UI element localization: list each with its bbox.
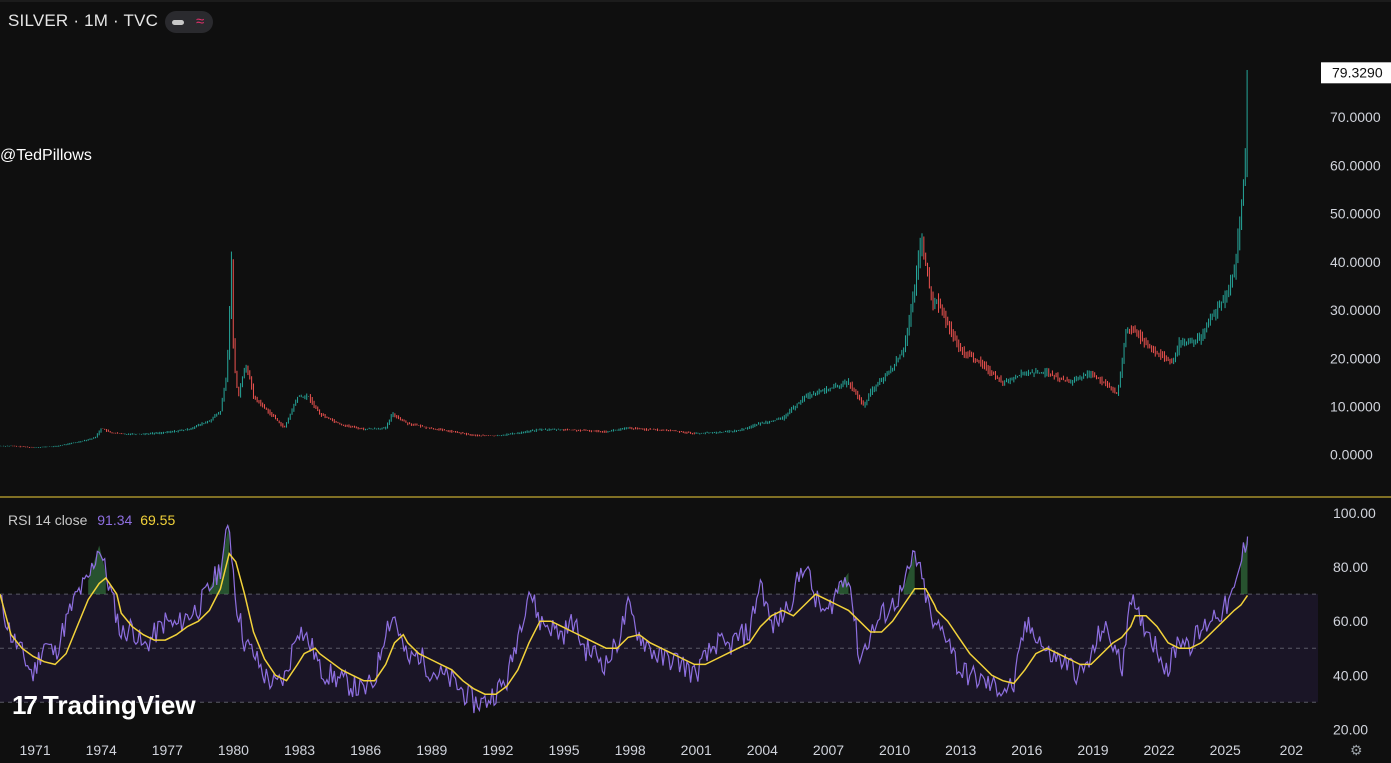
rsi-line [0, 523, 1249, 714]
last-price-label: 79.3290 [1332, 64, 1383, 80]
tradingview-logo-text: TradingView [42, 690, 196, 720]
tradingview-logo-icon: 17 [12, 690, 38, 720]
price-tick-label: 50.0000 [1330, 206, 1381, 222]
rsi-overbought-fill [837, 572, 849, 595]
time-tick-label: 2013 [945, 742, 976, 758]
rsi-ma-line [0, 551, 1249, 695]
rsi-tick-label: 40.00 [1333, 667, 1368, 683]
chart-title: SILVER · 1M · TVC [8, 11, 159, 30]
time-tick-label: 2016 [1011, 742, 1042, 758]
time-tick-label: 1995 [548, 742, 579, 758]
time-tick-label: 1983 [284, 742, 315, 758]
time-tick-label: 2010 [879, 742, 910, 758]
rsi-value: 91.34 [97, 512, 133, 528]
rsi-tick-label: 80.00 [1333, 559, 1368, 575]
time-tick-label: 1986 [350, 742, 381, 758]
rsi-tick-label: 20.00 [1333, 721, 1368, 737]
time-tick-label: 202 [1280, 742, 1304, 758]
price-tick-label: 0.0000 [1330, 447, 1373, 463]
time-tick-label: 2025 [1210, 742, 1241, 758]
time-tick-label: 1977 [152, 742, 183, 758]
wave-icon: ≈ [196, 13, 205, 30]
price-candles [0, 69, 1248, 449]
rsi-legend-title: RSI 14 close [8, 512, 88, 528]
rsi-ma-value: 69.55 [140, 512, 176, 528]
settings-icon[interactable]: ⚙ [1350, 742, 1363, 758]
rsi-tick-label: 100.00 [1333, 505, 1376, 521]
price-tick-label: 20.0000 [1330, 350, 1381, 366]
tradingview-logo[interactable]: 17 TradingView [12, 690, 196, 721]
time-tick-label: 2001 [681, 742, 712, 758]
rsi-pane: 20.00 40.00 60.00 80.00 100.00 [0, 505, 1376, 737]
rsi-tick-label: 60.00 [1333, 613, 1368, 629]
price-tick-label: 60.0000 [1330, 157, 1381, 173]
price-tick-label: 70.0000 [1330, 109, 1381, 125]
time-tick-label: 2019 [1077, 742, 1108, 758]
last-price-box [1321, 62, 1391, 84]
time-tick-label: 1992 [482, 742, 513, 758]
time-tick-label: 1989 [416, 742, 447, 758]
time-axis: 1971 1974 1977 1980 1983 1986 1989 1992 1995 1998… [19, 742, 1303, 758]
price-tick-label: 40.0000 [1330, 254, 1381, 270]
rsi-legend[interactable]: RSI 14 close 91.34 69.55 [8, 512, 175, 528]
line-style-icon [172, 19, 184, 25]
time-tick-label: 1980 [218, 742, 249, 758]
rsi-overbought-fill [209, 523, 230, 595]
author-watermark: @TedPillows [0, 147, 92, 164]
price-axis: 0.0000 10.0000 20.0000 30.0000 40.0000 50.000… [1321, 62, 1391, 463]
time-tick-label: 1974 [86, 742, 117, 758]
price-tick-label: 10.0000 [1330, 398, 1381, 414]
time-tick-label: 1998 [615, 742, 646, 758]
price-tick-label: 30.0000 [1330, 302, 1381, 318]
indicator-toggle[interactable]: ≈ [165, 11, 213, 33]
rsi-overbought-fill [903, 553, 915, 595]
time-tick-label: 2007 [813, 742, 844, 758]
time-tick-label: 2004 [747, 742, 778, 758]
header-controls[interactable]: ≈ [165, 11, 213, 33]
time-tick-label: 2022 [1144, 742, 1175, 758]
time-tick-label: 1971 [19, 742, 50, 758]
